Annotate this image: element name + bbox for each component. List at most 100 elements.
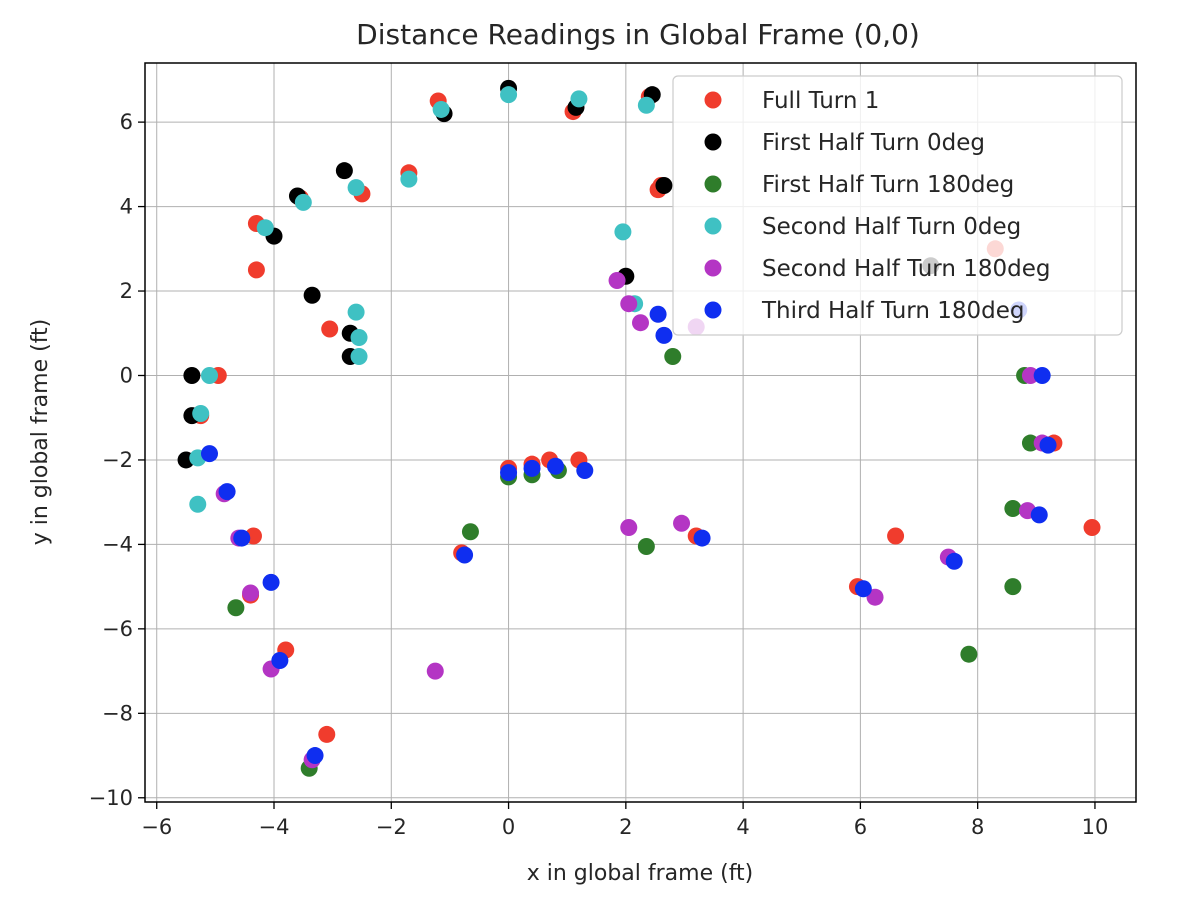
- data-point: [500, 464, 518, 482]
- x-axis-label: x in global frame (ft): [527, 861, 754, 886]
- data-point: [183, 366, 201, 384]
- data-point: [262, 573, 280, 591]
- legend-marker: [704, 133, 722, 151]
- x-tick-label: 4: [736, 815, 749, 839]
- legend-marker: [704, 175, 722, 193]
- chart-title: Distance Readings in Global Frame (0,0): [356, 18, 920, 51]
- data-point: [576, 462, 594, 480]
- data-point: [432, 100, 450, 118]
- data-point: [614, 223, 632, 241]
- legend-marker: [704, 217, 722, 235]
- legend-label: First Half Turn 180deg: [762, 172, 1014, 198]
- data-point: [693, 529, 711, 547]
- x-tick-label: 2: [619, 815, 632, 839]
- data-point: [192, 404, 210, 422]
- data-point: [1030, 506, 1048, 524]
- data-point: [400, 170, 418, 188]
- data-point: [294, 193, 312, 211]
- data-point: [664, 347, 682, 365]
- legend: Full Turn 1 First Half Turn 0deg First Hal…: [672, 75, 1123, 336]
- data-point: [1004, 500, 1022, 518]
- y-tick-label: 2: [120, 279, 133, 303]
- x-tick-label: −2: [376, 815, 407, 839]
- x-tick-label: 10: [1082, 815, 1109, 839]
- data-point: [637, 96, 655, 114]
- data-point: [523, 459, 541, 477]
- data-point: [335, 162, 353, 180]
- data-point: [887, 527, 905, 545]
- legend-label: Full Turn 1: [762, 88, 879, 114]
- x-tick-label: 0: [502, 815, 515, 839]
- y-tick-label: −10: [89, 786, 133, 810]
- data-point: [306, 747, 324, 765]
- legend-marker: [704, 259, 722, 277]
- data-point: [546, 457, 564, 475]
- data-point: [1004, 578, 1022, 596]
- data-point: [655, 176, 673, 194]
- data-point: [201, 445, 219, 463]
- data-point: [945, 552, 963, 570]
- data-point: [218, 483, 236, 501]
- legend-marker: [704, 91, 722, 109]
- y-tick-label: 6: [120, 110, 133, 134]
- plot-area-frame: [144, 62, 1137, 803]
- data-point: [1021, 366, 1039, 384]
- data-point: [201, 366, 219, 384]
- data-point: [347, 303, 365, 321]
- x-axis-ticks: −6 −4 −2 0 2 4 6 8 10: [141, 802, 1108, 839]
- legend-box: [672, 75, 1123, 336]
- data-point: [1039, 436, 1057, 454]
- legend-label: Second Half Turn 0deg: [762, 214, 1021, 240]
- data-point: [271, 652, 289, 670]
- data-point: [1083, 519, 1101, 537]
- y-axis-label: y in global frame (ft): [28, 319, 53, 546]
- legend-label: First Half Turn 0deg: [762, 130, 985, 156]
- x-tick-label: 6: [854, 815, 867, 839]
- data-point: [620, 519, 638, 537]
- x-tick-label: −4: [259, 815, 290, 839]
- data-point: [637, 538, 655, 556]
- data-point: [256, 219, 274, 237]
- data-point: [347, 179, 365, 197]
- data-point: [456, 546, 474, 564]
- legend-marker: [704, 301, 722, 319]
- y-tick-label: −6: [102, 617, 133, 641]
- data-point: [960, 645, 978, 663]
- data-point: [233, 529, 251, 547]
- data-point: [500, 86, 518, 104]
- data-point: [318, 725, 336, 743]
- data-point: [350, 347, 368, 365]
- y-tick-label: −2: [102, 448, 133, 472]
- x-tick-label: −6: [141, 815, 172, 839]
- data-point: [189, 495, 207, 513]
- data-point: [673, 514, 691, 532]
- data-point: [461, 523, 479, 541]
- data-point: [608, 271, 626, 289]
- data-point: [866, 588, 884, 606]
- data-point: [1021, 434, 1039, 452]
- y-axis-ticks: −10 −8 −6 −4 −2 0 2 4 6: [89, 110, 145, 810]
- data-point: [655, 326, 673, 344]
- data-point: [321, 320, 339, 338]
- y-tick-label: 4: [120, 195, 133, 219]
- data-point: [854, 580, 872, 598]
- y-tick-label: 0: [120, 363, 133, 387]
- data-point: [426, 662, 444, 680]
- data-point: [632, 314, 649, 332]
- legend-label: Second Half Turn 180deg: [762, 256, 1050, 282]
- data-point: [649, 305, 667, 323]
- x-tick-label: 8: [971, 815, 984, 839]
- data-point: [227, 599, 245, 617]
- y-tick-label: −4: [102, 532, 133, 556]
- data-points: [177, 79, 1101, 777]
- data-point: [303, 286, 321, 304]
- data-point: [1033, 366, 1051, 384]
- data-point: [570, 90, 588, 108]
- data-point: [350, 328, 368, 346]
- data-point: [247, 261, 265, 279]
- y-tick-label: −8: [102, 701, 133, 725]
- legend-label: Third Half Turn 180deg: [761, 298, 1025, 324]
- data-point: [242, 584, 260, 602]
- data-point: [620, 295, 638, 313]
